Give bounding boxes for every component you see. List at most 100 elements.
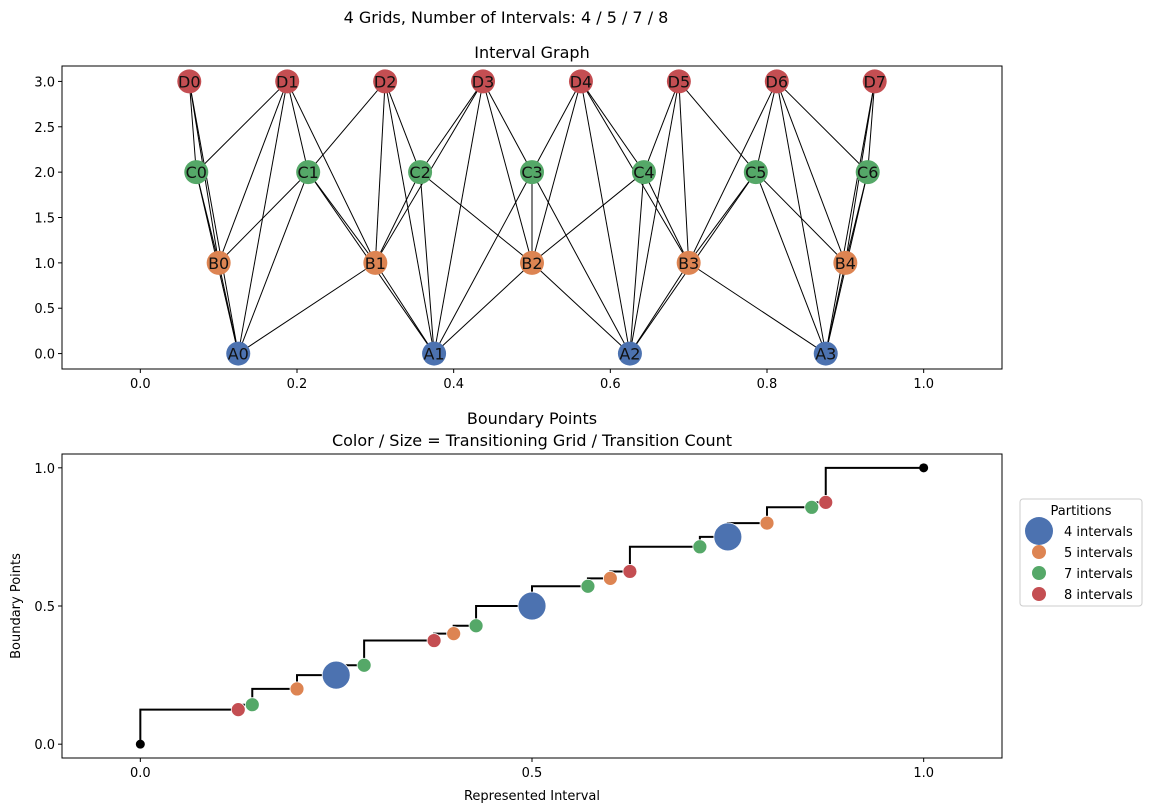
node-label-A0: A0	[228, 345, 249, 364]
node-label-B4: B4	[835, 254, 856, 273]
x-tick-label: 0.4	[443, 377, 464, 392]
edge-B4-C6	[844, 172, 869, 263]
node-label-B1: B1	[365, 254, 386, 273]
node-C5	[743, 160, 768, 185]
x-tick-label: 1.0	[913, 766, 934, 781]
node-label-D2: D2	[374, 72, 397, 91]
legend-title: Partitions	[1051, 504, 1112, 519]
node-label-B3: B3	[678, 254, 699, 273]
node-B0	[206, 250, 231, 275]
boundary-points-panel: Boundary Points Color / Size = Transitio…	[9, 409, 1143, 804]
node-C1	[296, 160, 321, 185]
node-D1	[275, 69, 300, 94]
boundary-points-y-ticks: 0.0 0.5 1.0	[34, 462, 62, 753]
boundary-point-A	[713, 522, 743, 552]
edge-C3-D4	[531, 81, 582, 173]
node-B1	[363, 250, 388, 275]
node-C4	[631, 160, 656, 185]
edge-C1-D1	[286, 81, 309, 173]
x-tick-label: 0.0	[130, 766, 151, 781]
node-label-C1: C1	[298, 163, 319, 182]
edge-B2-C2	[419, 171, 533, 264]
edge-A2-D4	[580, 81, 631, 354]
legend-label-C: 7 intervals	[1064, 567, 1133, 582]
endpoint-0	[135, 739, 145, 749]
node-label-D0: D0	[178, 72, 201, 91]
node-label-A3: A3	[815, 345, 836, 364]
edge-A3-D7	[825, 81, 876, 354]
interval-graph-panel: Interval Graph A0 A1 A2 A3 B0 B1 B2 B3 B4 C0 C1 C2 C…	[34, 43, 1003, 392]
edge-A0-C1	[237, 171, 309, 354]
node-C6	[855, 160, 880, 185]
edge-C1-D2	[307, 81, 386, 173]
edge-A1-C2	[419, 172, 435, 354]
node-A2	[617, 341, 642, 366]
edge-B0-C0	[195, 172, 220, 263]
node-C0	[184, 160, 209, 185]
y-tick-label: 2.0	[34, 166, 55, 181]
legend-marker-D	[1032, 587, 1046, 601]
legend-label-B: 5 intervals	[1064, 546, 1133, 561]
legend-entries: 4 intervals 5 intervals 7 intervals 8 inter…	[1025, 517, 1133, 603]
x-tick-label: 0.5	[522, 766, 543, 781]
node-label-D1: D1	[276, 72, 299, 91]
node-D5	[666, 69, 691, 94]
node-label-D6: D6	[766, 72, 789, 91]
y-tick-label: 1.5	[34, 212, 55, 227]
edge-B2-C4	[531, 171, 645, 264]
edge-C6-D7	[867, 81, 876, 173]
edge-C2-D2	[384, 81, 421, 173]
boundary-point-B	[446, 626, 462, 642]
node-D3	[471, 69, 496, 94]
y-tick-label: 0.5	[34, 600, 55, 615]
edge-B3-D5	[678, 81, 690, 263]
edge-B1-C1	[307, 171, 376, 264]
edge-B0-C1	[218, 171, 309, 264]
edge-A0-D0	[188, 81, 239, 354]
y-tick-label: 1.0	[34, 462, 55, 477]
legend-marker-A	[1025, 517, 1053, 545]
edge-A1-B2	[433, 262, 533, 354]
edge-B4-D6	[776, 81, 846, 264]
node-B4	[833, 250, 858, 275]
boundary-points-title: Boundary Points	[467, 409, 597, 428]
edge-A2-D5	[629, 81, 680, 354]
node-D2	[373, 69, 398, 94]
boundary-point-C	[356, 657, 372, 673]
edge-B1-D1	[286, 81, 376, 264]
graph-edges	[188, 81, 876, 354]
edge-A3-C5	[755, 171, 827, 354]
boundary-point-C	[804, 499, 820, 515]
interval-graph-title: Interval Graph	[474, 43, 589, 62]
node-label-B2: B2	[521, 254, 542, 273]
node-C2	[408, 160, 433, 185]
edge-C4-D4	[580, 81, 645, 173]
x-tick-label: 0.8	[757, 377, 778, 392]
y-tick-label: 3.0	[34, 75, 55, 90]
legend: Partitions 4 intervals 5 intervals 7 inter…	[1019, 498, 1143, 607]
boundary-point-C	[692, 539, 708, 555]
legend-marker-C	[1032, 566, 1046, 580]
node-label-D3: D3	[472, 72, 495, 91]
edge-A1-D3	[433, 81, 484, 354]
edge-A0-B1	[237, 262, 376, 354]
node-label-C4: C4	[633, 163, 654, 182]
node-label-C0: C0	[186, 163, 207, 182]
node-label-C3: C3	[521, 163, 542, 182]
node-B2	[520, 250, 544, 275]
node-A3	[813, 341, 838, 366]
node-label-D7: D7	[863, 72, 886, 91]
boundary-point-D	[818, 494, 834, 510]
interval-graph-y-ticks: 0.0 0.5 1.0 1.5 2.0 2.5 3.0	[34, 75, 62, 363]
edge-C3-D3	[482, 81, 533, 173]
y-tick-label: 0.0	[34, 738, 55, 753]
edge-B3-C5	[688, 171, 757, 264]
node-label-C5: C5	[745, 163, 766, 182]
node-B3	[676, 250, 701, 275]
boundary-point-C	[468, 618, 484, 634]
figure-suptitle: 4 Grids, Number of Intervals: 4 / 5 / 7 …	[344, 8, 669, 27]
edge-A2-C4	[629, 172, 645, 354]
interval-graph-x-ticks: 0.0 0.2 0.4 0.6 0.8 1.0	[130, 369, 934, 392]
